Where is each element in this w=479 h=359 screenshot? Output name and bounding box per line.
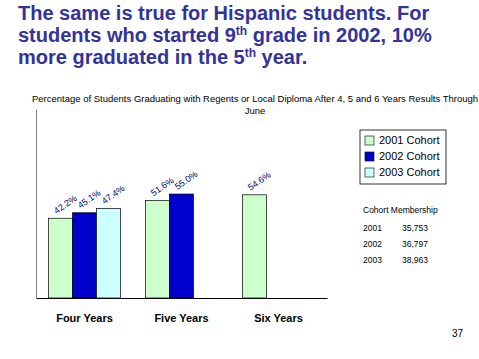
- legend-swatch: [365, 136, 374, 145]
- cohort-year: 2003: [363, 255, 382, 265]
- x-tick: Four Years: [56, 298, 113, 324]
- data-label: 54.6%: [246, 170, 273, 193]
- data-label: 51.6%: [149, 175, 176, 198]
- x-tick-label: Six Years: [254, 312, 303, 324]
- legend-label: 2003 Cohort: [379, 166, 440, 178]
- cohort-title: Cohort Membership: [363, 205, 438, 215]
- bar: [146, 200, 170, 298]
- x-tick-label: Five Years: [154, 312, 208, 324]
- bar: [73, 213, 97, 298]
- page-number: 37: [452, 328, 464, 339]
- x-tick-label: Four Years: [56, 312, 113, 324]
- x-axis-line: [37, 298, 328, 299]
- cohort-count: 38,963: [402, 255, 428, 265]
- legend-label: 2002 Cohort: [379, 150, 440, 162]
- title: The same is true for Hispanic students. …: [18, 2, 468, 68]
- legend: 2001 Cohort 2002 Cohort 2003 Cohort: [360, 130, 446, 184]
- data-label: 42.2%: [52, 193, 79, 216]
- cohort-year: 2001: [363, 223, 382, 233]
- cohort-count: 35,753: [402, 223, 428, 233]
- cohort-membership: Cohort Membership 2001 35,753 2002 36,797 200…: [363, 205, 438, 265]
- cohort-year: 2002: [363, 239, 382, 249]
- legend-swatch: [365, 168, 374, 177]
- legend-box: [360, 130, 446, 184]
- bar: [96, 208, 120, 298]
- cohort-count: 36,797: [402, 239, 428, 249]
- y-axis-line: [36, 110, 37, 299]
- bar: [49, 218, 73, 298]
- subtitle: Percentage of Students Graduating with R…: [30, 93, 479, 117]
- data-label: 55.0%: [173, 169, 200, 192]
- data-labels: 42.2% 51.6% 54.6% 45.1% 55.0% 47.4%: [52, 169, 273, 216]
- bar: [243, 195, 267, 298]
- x-tick: Five Years: [154, 298, 208, 324]
- y-axis: [36, 110, 37, 299]
- bar: [170, 194, 194, 298]
- x-axis: Four Years Five Years Six Years: [37, 298, 328, 324]
- data-label: 47.4%: [100, 183, 127, 206]
- x-tick: Six Years: [254, 298, 303, 324]
- legend-swatch: [365, 152, 374, 161]
- legend-label: 2001 Cohort: [379, 134, 440, 146]
- data-label: 45.1%: [76, 188, 103, 211]
